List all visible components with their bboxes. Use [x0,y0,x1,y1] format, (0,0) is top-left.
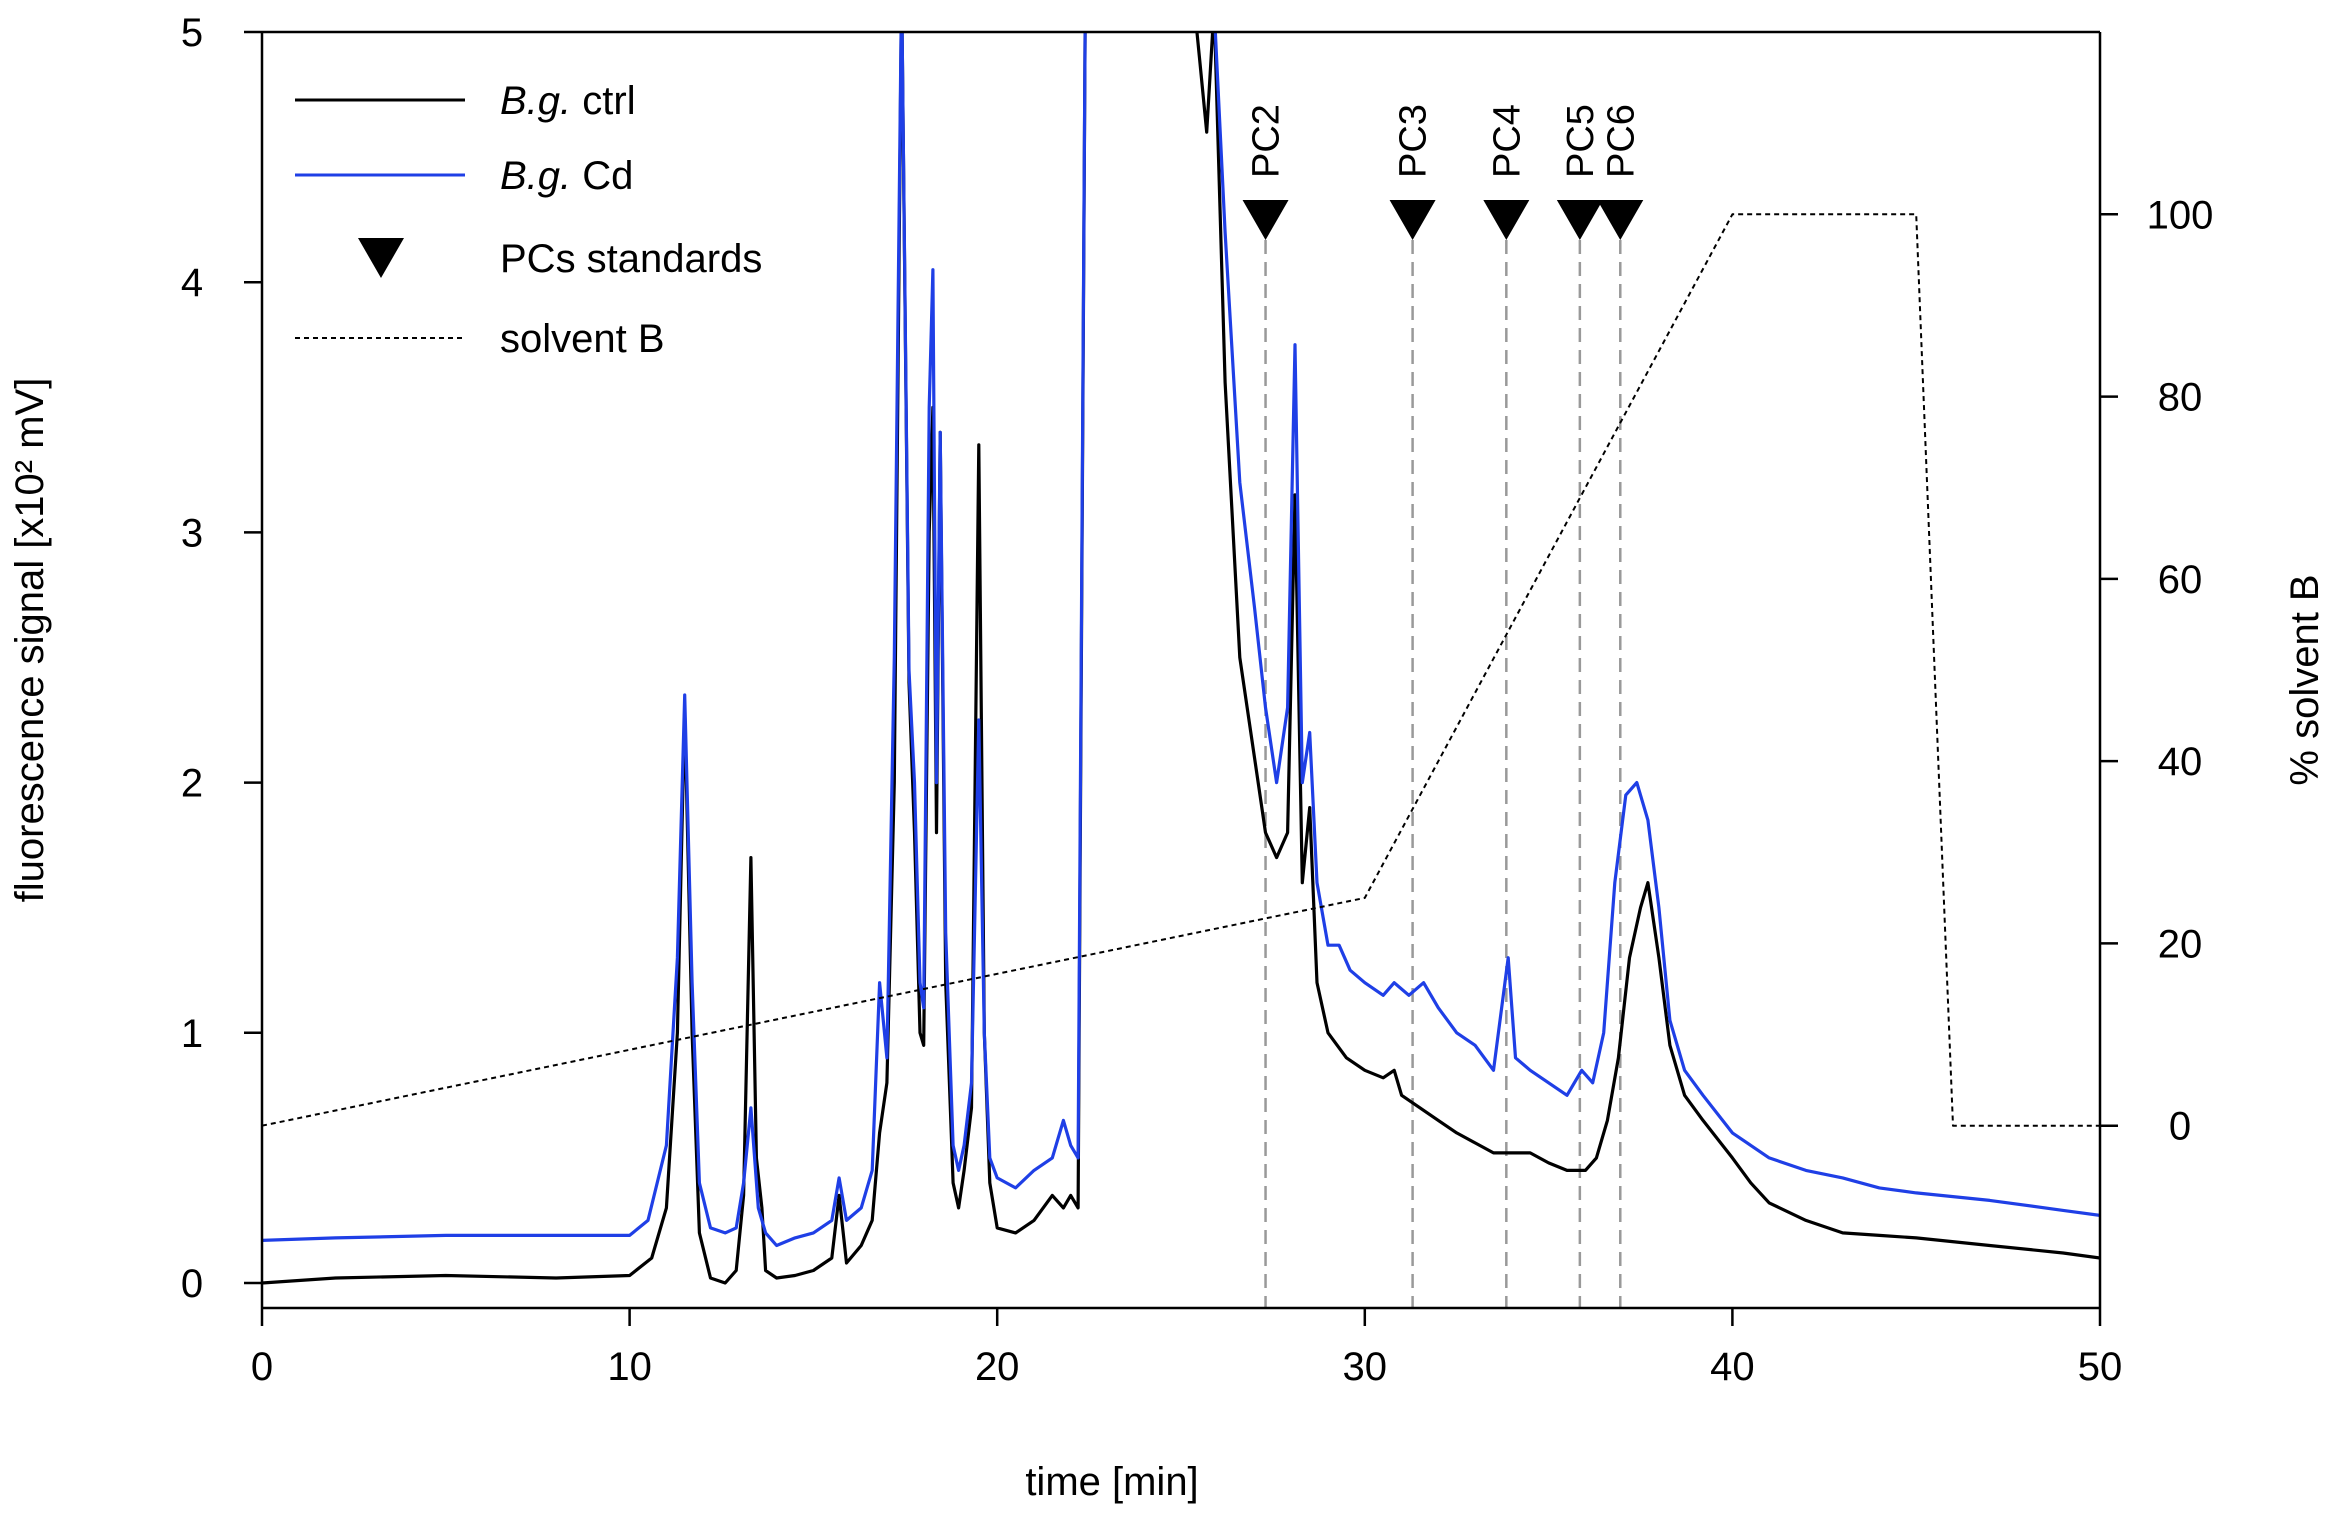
legend-swatch-triangle [358,238,404,278]
standard-label: PC2 [1246,104,1288,178]
y2-tick-label: 0 [2169,1105,2191,1149]
y-tick-label: 1 [181,1012,203,1056]
standard-triangle-marker [1389,200,1436,240]
standard-label: PC3 [1393,104,1435,178]
y-axis-ticks: 0 1 2 3 4 5 [181,11,262,1306]
x-tick-label: 10 [607,1345,652,1389]
y2-axis-ticks: 0 20 40 60 80 100 [2100,193,2214,1149]
standard-label: PC4 [1486,104,1528,178]
x-axis-ticks: 0 10 20 30 40 50 [251,1308,2122,1389]
standard-triangle-marker [1597,200,1644,240]
x-tick-label: 30 [1343,1345,1388,1389]
y2-axis-title: % solvent B [2283,574,2327,785]
x-tick-label: 50 [2078,1345,2123,1389]
legend-label: B.g. ctrl [500,79,636,123]
y-tick-label: 4 [181,261,203,305]
legend-label: PCs standards [500,237,762,281]
standard-triangle-marker [1483,200,1530,240]
y-tick-label: 2 [181,762,203,806]
standard-triangle-marker [1242,200,1289,240]
y-tick-label: 3 [181,511,203,555]
x-tick-label: 40 [1710,1345,1755,1389]
x-axis-title: time [min] [1025,1460,1198,1504]
x-tick-label: 20 [975,1345,1020,1389]
x-tick-label: 0 [251,1345,273,1389]
standard-label: PC6 [1600,104,1642,178]
series-line-b-g-cd [262,32,2100,1248]
y2-tick-label: 60 [2158,558,2203,602]
plot-frame [260,30,2102,1310]
series-group [262,32,2100,1285]
legend-label: B.g. Cd [500,154,633,198]
y2-tick-label: 100 [2147,193,2214,237]
series-line-solvent-b [262,213,2100,1127]
standard-guide-lines [1264,240,1622,1308]
standard-label: PC5 [1560,104,1602,178]
legend-label: solvent B [500,317,665,361]
legend: B.g. ctrl B.g. Cd PCs standards solvent B [295,79,762,361]
y-tick-label: 5 [181,11,203,55]
y2-tick-label: 40 [2158,740,2203,784]
standard-triangle-marker [1556,200,1603,240]
y-axis-title: fluorescence signal [x10² mV] [8,378,52,903]
y2-tick-label: 80 [2158,376,2203,420]
y2-tick-label: 20 [2158,922,2203,966]
y-tick-label: 0 [181,1262,203,1306]
